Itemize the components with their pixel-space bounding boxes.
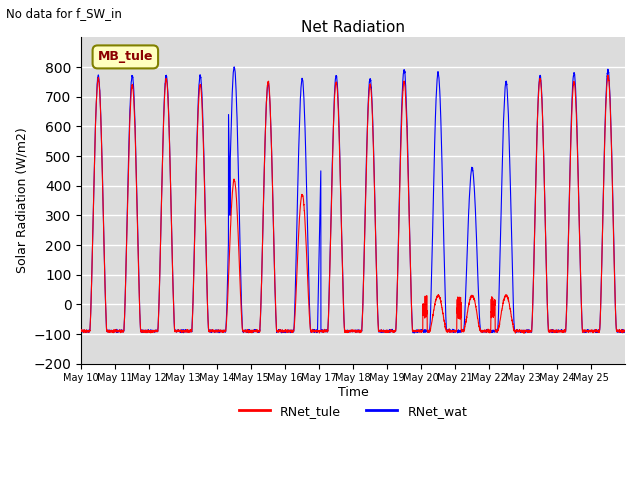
Title: Net Radiation: Net Radiation <box>301 20 405 35</box>
Text: No data for f_SW_in: No data for f_SW_in <box>6 7 122 20</box>
X-axis label: Time: Time <box>338 386 369 399</box>
Text: MB_tule: MB_tule <box>97 50 153 63</box>
Y-axis label: Solar Radiation (W/m2): Solar Radiation (W/m2) <box>15 128 28 274</box>
Legend: RNet_tule, RNet_wat: RNet_tule, RNet_wat <box>234 400 472 423</box>
